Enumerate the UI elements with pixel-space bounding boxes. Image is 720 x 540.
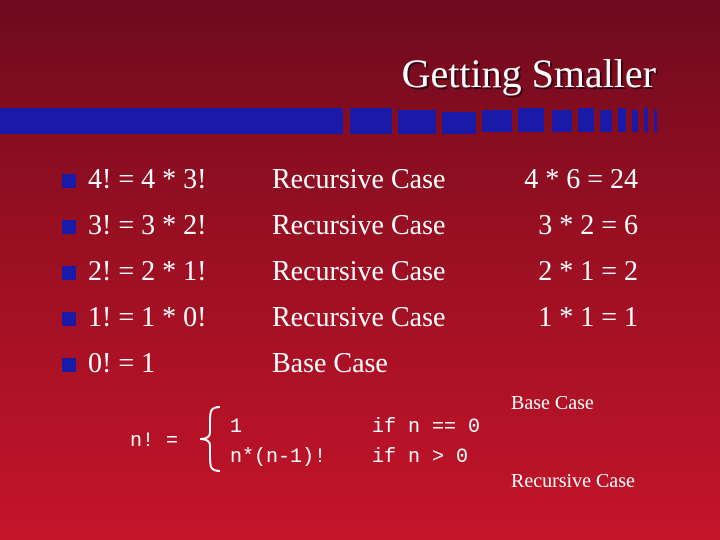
base-case-annotation: Base Case: [511, 392, 594, 414]
base-case-expression: 1: [230, 416, 243, 439]
recursive-case-annotation: Recursive Case: [511, 470, 635, 492]
title-decoration-bar: [0, 106, 720, 136]
definition-lhs: n! =: [130, 430, 179, 453]
case-label: Base Case: [272, 348, 388, 379]
bullet-icon: [62, 312, 76, 326]
left-brace-icon: [199, 406, 221, 472]
case-label: Recursive Case: [272, 256, 446, 287]
bullet-icon: [62, 266, 76, 280]
factorial-equation: 4! = 4 * 3!: [88, 164, 207, 195]
base-case-condition: if n == 0: [372, 416, 481, 439]
case-label: Recursive Case: [272, 210, 446, 241]
recursive-case-condition: if n > 0: [372, 446, 469, 469]
factorial-equation: 2! = 2 * 1!: [88, 256, 207, 287]
calculation: 3 * 2 = 6: [538, 210, 638, 241]
case-label: Recursive Case: [272, 302, 446, 333]
factorial-equation: 3! = 3 * 2!: [88, 210, 207, 241]
calculation: 1 * 1 = 1: [538, 302, 638, 333]
recursive-case-expression: n*(n-1)!: [230, 446, 327, 469]
factorial-equation: 1! = 1 * 0!: [88, 302, 207, 333]
bullet-icon: [62, 220, 76, 234]
bullet-icon: [62, 358, 76, 372]
slide-title: Getting Smaller: [401, 51, 656, 96]
calculation: 4 * 6 = 24: [524, 164, 638, 195]
bullet-icon: [62, 174, 76, 188]
case-label: Recursive Case: [272, 164, 446, 195]
calculation: 2 * 1 = 2: [538, 256, 638, 287]
factorial-equation: 0! = 1: [88, 348, 156, 379]
